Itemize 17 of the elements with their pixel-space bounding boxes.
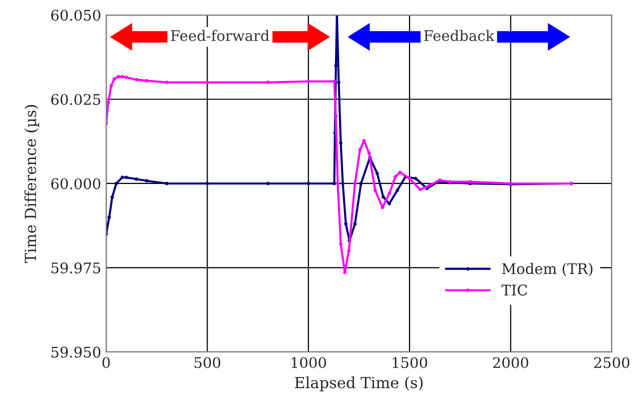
x-tick-label: 2500 <box>594 357 630 368</box>
annotation: Feed-forward <box>171 30 270 42</box>
y-axis-title: Time Difference (µs) <box>24 105 40 263</box>
annotation: Feedback <box>424 30 494 42</box>
legend-label: Modem (TR) <box>502 262 592 276</box>
x-tick-label: 1500 <box>392 357 428 368</box>
y-tick-label: 60.000 <box>51 178 100 190</box>
x-axis-title: Elapsed Time (s) <box>294 376 423 392</box>
y-tick-label: 59.975 <box>52 262 100 274</box>
y-tick-label: 60.050 <box>51 10 100 21</box>
x-tick-label: 2000 <box>493 357 528 368</box>
x-tick-label: 1000 <box>292 357 326 368</box>
x-tick-label: 0 <box>102 357 110 368</box>
legend-label: TIC <box>502 284 528 296</box>
y-tick-label: 60.025 <box>51 94 100 105</box>
x-tick-label: 500 <box>194 357 220 368</box>
y-tick-label: 59.950 <box>52 346 100 358</box>
